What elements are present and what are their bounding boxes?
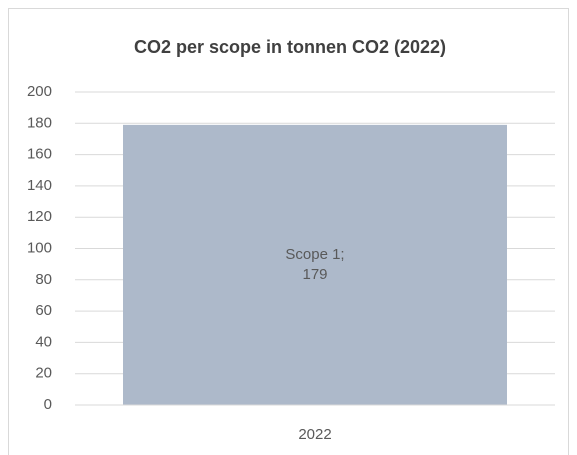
y-tick-label: 0 [44, 396, 52, 413]
x-tick-label: 2022 [298, 426, 331, 443]
y-tick-label: 120 [27, 208, 52, 225]
y-tick-label: 40 [35, 333, 52, 350]
data-label-line: 179 [302, 266, 327, 283]
y-tick-label: 160 [27, 146, 52, 163]
data-label: Scope 1; 179 [285, 246, 344, 283]
y-tick-label: 20 [35, 365, 52, 382]
y-tick-label: 60 [35, 302, 52, 319]
y-tick-label: 180 [27, 114, 52, 131]
y-tick-label: 100 [27, 239, 52, 256]
y-tick-label: 200 [27, 83, 52, 100]
bar [123, 124, 507, 406]
data-label-line: Scope 1; [285, 246, 344, 263]
y-tick-label: 140 [27, 177, 52, 194]
chart-title: CO2 per scope in tonnen CO2 (2022) [134, 37, 446, 57]
y-tick-label: 80 [35, 271, 52, 288]
